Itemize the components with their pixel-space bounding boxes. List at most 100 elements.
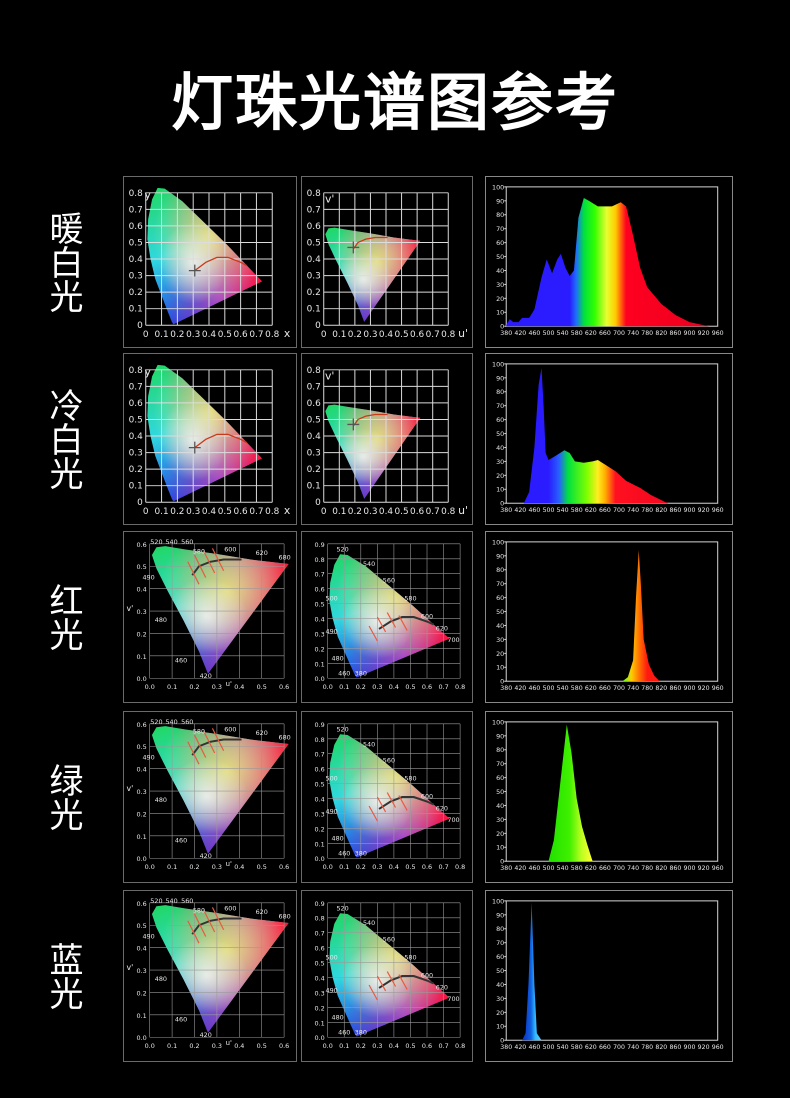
x-axis-label: u' — [226, 860, 232, 868]
x-tick-label: 0.8 — [455, 683, 465, 691]
x-tick-label: 0.3 — [186, 507, 200, 517]
x-tick-label: 420 — [514, 330, 526, 337]
x-tick-label: 0 — [143, 330, 149, 340]
x-tick-label: 620 — [585, 330, 597, 337]
x-tick-label: 780 — [641, 330, 653, 337]
isotemperature-line — [398, 615, 408, 631]
y-tick-label: 90 — [496, 552, 504, 560]
wavelength-label: 460 — [175, 837, 187, 845]
y-tick-label: 0.2 — [315, 645, 325, 653]
x-tick-label: 0.7 — [426, 507, 440, 517]
x-tick-label: 0.1 — [339, 1042, 349, 1050]
x-tick-label: 860 — [669, 685, 681, 692]
y-tick-label: 0 — [315, 321, 321, 331]
y-axis-label: v' — [127, 963, 134, 972]
wavelength-label: 580 — [404, 954, 416, 962]
y-tick-label: 70 — [496, 225, 504, 233]
spectrum-plot: 0 10 20 30 40 50 60 70 80 90 100 380 420 460 500 540 580… — [492, 718, 724, 872]
x-tick-label: 0.6 — [410, 330, 424, 340]
x-tick-label: 780 — [641, 507, 653, 514]
y-tick-label: 60 — [496, 239, 504, 247]
wavelength-label: 580 — [193, 906, 205, 914]
isotemperature-line — [193, 913, 207, 937]
x-tick-label: 860 — [669, 507, 681, 514]
x-tick-label: 0.6 — [422, 863, 432, 871]
isotemperature-line — [398, 974, 408, 990]
plot-frame — [505, 721, 719, 862]
x-tick-label: 0.0 — [145, 683, 155, 691]
x-tick-label: 540 — [557, 507, 569, 514]
wavelength-label: 490 — [326, 986, 338, 994]
y-tick-label: 0.6 — [307, 222, 321, 232]
y-tick-label: 0.2 — [137, 989, 147, 997]
y-tick-label: 90 — [496, 374, 504, 382]
wavelength-label: 460 — [338, 1028, 350, 1036]
wavelength-label: 380 — [355, 669, 367, 677]
x-tick-label: 740 — [627, 865, 639, 872]
row-4: 蓝光 0.0 0.1 0.2 0.3 0.4 0.5 0.6 0.0 0.1 0.2 0.3 0.4 0.… — [0, 890, 790, 1062]
wavelength-label: 420 — [200, 1031, 212, 1039]
x-tick-label: 960 — [712, 685, 724, 692]
x-tick-label: 0.2 — [189, 863, 199, 871]
x-tick-label: 0.6 — [234, 507, 248, 517]
x-tick-label: 620 — [585, 507, 597, 514]
y-tick-label: 0.1 — [129, 482, 143, 492]
y-tick-label: 100 — [492, 718, 504, 726]
y-tick-label: 0.7 — [307, 205, 321, 215]
wavelength-label: 490 — [142, 933, 154, 941]
y-tick-label: 0.5 — [129, 238, 143, 248]
y-axis-label: y — [145, 366, 152, 379]
isotemperature-line — [211, 907, 225, 931]
wavelength-label: 680 — [279, 554, 291, 562]
cie-diagram: 0.0 0.1 0.2 0.3 0.4 0.5 0.6 0.7 0.8 0.0 0.1 0.2 0.3 0… — [315, 900, 466, 1050]
x-tick-label: 0.3 — [372, 863, 382, 871]
y-tick-label: 0.3 — [315, 989, 325, 997]
y-tick-label: 0 — [137, 321, 143, 331]
y-tick-label: 0.4 — [315, 615, 325, 623]
x-tick-label: 0.5 — [395, 330, 409, 340]
y-tick-label: 0.7 — [129, 205, 143, 215]
cie-chart-left: 0 0.1 0.2 0.3 0.4 0.5 0.6 0.7 0.8 0 0.1 0.2 0.3 0.4 0.… — [123, 176, 297, 348]
cie-diagram: 0 0.1 0.2 0.3 0.4 0.5 0.6 0.7 0.800.10.20.30.40.… — [129, 187, 291, 340]
isotemperature-line — [386, 792, 397, 808]
x-tick-label: 0.0 — [323, 863, 333, 871]
y-tick-label: 20 — [496, 472, 504, 480]
isotemperature-line — [376, 796, 387, 813]
x-tick-label: 0.3 — [363, 330, 377, 340]
y-tick-label: 0.4 — [129, 255, 143, 265]
wavelength-label: 480 — [155, 616, 167, 624]
isotemperature-line — [187, 561, 200, 585]
x-tick-label: 660 — [599, 685, 611, 692]
wavelength-label: 520 — [336, 545, 348, 553]
x-tick-label: 0.8 — [265, 330, 279, 340]
wavelength-label: 460 — [338, 849, 350, 857]
wavelength-label: 480 — [155, 975, 167, 983]
wavelength-label: 600 — [224, 726, 236, 734]
x-axis-label: u' — [458, 504, 468, 517]
isotemperature-line — [187, 920, 200, 944]
x-tick-label: 920 — [698, 507, 710, 514]
y-tick-label: 0.3 — [137, 608, 147, 616]
x-tick-label: 0.6 — [279, 863, 289, 871]
y-tick-label: 70 — [496, 939, 504, 947]
x-tick-label: 0.4 — [389, 863, 399, 871]
plot-frame — [505, 900, 719, 1041]
x-tick-label: 700 — [613, 330, 625, 337]
x-tick-label: 0.6 — [279, 1042, 289, 1050]
y-tick-label: 0.5 — [137, 922, 147, 930]
spectrum-chart: 0 10 20 30 40 50 60 70 80 90 100 380 420 460 500 540 580… — [485, 176, 733, 348]
y-axis-label: y — [145, 189, 152, 202]
x-tick-label: 0.1 — [339, 863, 349, 871]
y-tick-label: 0.8 — [315, 736, 325, 744]
wavelength-label: 500 — [326, 775, 338, 783]
y-tick-label: 0.2 — [307, 288, 321, 298]
isotemperature-line — [386, 971, 397, 987]
wavelength-label: 520 — [336, 904, 348, 912]
y-tick-label: 100 — [492, 183, 504, 191]
x-tick-label: 0.4 — [202, 507, 216, 517]
y-tick-label: 50 — [496, 788, 504, 796]
y-axis-label: v' — [325, 370, 334, 383]
row-3: 绿光 0.0 0.1 0.2 0.3 0.4 0.5 0.6 0.0 0.1 0.2 0.3 0.4 0.… — [0, 711, 790, 883]
chromaticity-locus — [151, 905, 289, 1033]
x-tick-label: 0.1 — [155, 507, 169, 517]
